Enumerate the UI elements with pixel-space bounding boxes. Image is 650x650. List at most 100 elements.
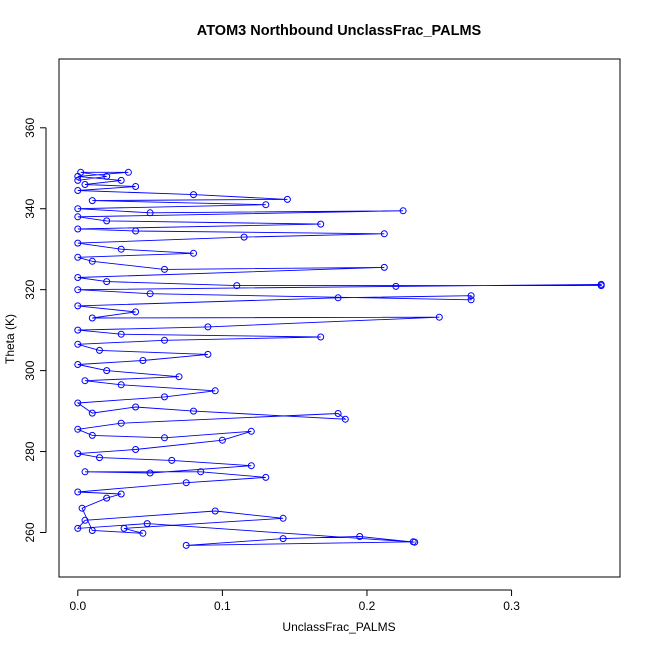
data-point	[117, 245, 125, 253]
data-point	[74, 213, 82, 221]
data-point	[139, 529, 147, 537]
x-tick-label: 0.1	[214, 599, 231, 613]
data-point	[356, 533, 364, 540]
data-point	[74, 340, 82, 348]
data-point	[161, 265, 168, 273]
data-point	[247, 427, 255, 435]
data-series-layer	[74, 168, 605, 549]
data-point	[279, 535, 287, 543]
data-point	[81, 468, 89, 476]
data-point	[204, 323, 212, 331]
data-point	[77, 168, 85, 176]
data-point	[190, 191, 197, 199]
data-point	[74, 286, 82, 294]
data-point	[132, 403, 140, 411]
data-point	[190, 249, 197, 257]
data-point	[74, 176, 82, 184]
data-point	[120, 524, 128, 532]
data-point	[88, 527, 96, 534]
x-tick-label: 0.3	[503, 599, 520, 613]
data-point	[467, 296, 475, 304]
data-point	[88, 314, 96, 322]
data-point	[117, 176, 125, 184]
data-point	[74, 450, 82, 458]
data-point	[218, 436, 226, 444]
data-point	[81, 181, 89, 188]
data-point	[182, 479, 190, 487]
y-tick-label: 300	[23, 360, 37, 380]
data-point	[132, 227, 140, 235]
data-point	[435, 313, 443, 321]
data-point	[197, 468, 205, 476]
y-tick-label: 360	[23, 117, 37, 137]
data-point	[247, 462, 255, 470]
data-point	[103, 494, 111, 502]
y-tick-label: 260	[23, 522, 37, 542]
data-point	[146, 209, 154, 217]
data-point	[74, 225, 82, 233]
x-axis: 0.0 0.1 0.2 0.3	[69, 589, 520, 613]
data-point	[262, 201, 270, 209]
data-point	[317, 333, 325, 341]
data-point	[161, 336, 168, 344]
data-point	[132, 183, 140, 190]
data-point	[103, 367, 111, 375]
data-point	[74, 524, 82, 532]
data-point	[334, 410, 342, 417]
data-point	[117, 330, 125, 338]
data-point	[168, 456, 176, 464]
data-point	[132, 446, 140, 453]
data-point	[74, 488, 82, 496]
y-axis-label: Theta (K)	[3, 314, 17, 364]
data-point	[74, 361, 82, 368]
data-point	[78, 504, 86, 512]
data-point	[74, 302, 82, 310]
y-tick-label: 320	[23, 279, 37, 299]
data-point	[190, 407, 197, 415]
data-point	[283, 195, 291, 203]
data-point	[74, 425, 82, 433]
data-point	[175, 373, 183, 381]
data-point	[279, 514, 287, 522]
data-point	[96, 454, 103, 462]
data-point	[334, 294, 342, 302]
data-point	[240, 233, 248, 241]
data-point	[161, 434, 168, 442]
data-point	[88, 257, 96, 265]
x-tick-label: 0.0	[69, 599, 86, 613]
data-point	[380, 230, 388, 238]
x-tick-label: 0.2	[359, 599, 376, 613]
data-point	[146, 469, 154, 477]
data-point	[81, 516, 89, 524]
data-point	[161, 393, 168, 401]
y-tick-label: 340	[23, 198, 37, 218]
data-point	[211, 387, 219, 395]
x-axis-label: UnclassFrac_PALMS	[282, 620, 395, 634]
y-axis: 260 280 300 320 340 360	[23, 117, 47, 543]
data-point	[117, 490, 125, 498]
data-point	[74, 274, 82, 281]
data-point	[88, 431, 96, 439]
data-point	[233, 282, 241, 290]
data-point	[143, 520, 151, 528]
data-point	[341, 415, 349, 423]
data-point	[74, 205, 82, 213]
data-point	[262, 473, 270, 481]
data-point	[103, 278, 111, 286]
data-point	[74, 187, 82, 194]
data-point	[103, 217, 111, 225]
data-point	[399, 207, 407, 215]
data-point	[182, 541, 190, 549]
data-point	[117, 419, 125, 427]
data-point	[204, 350, 212, 358]
data-point	[597, 282, 605, 290]
data-point	[146, 290, 154, 298]
data-point	[317, 220, 325, 228]
data-point	[392, 282, 400, 290]
chart-title: ATOM3 Northbound UnclassFrac_PALMS	[197, 23, 482, 39]
data-point	[467, 292, 475, 300]
data-point	[411, 538, 419, 546]
data-point	[103, 172, 111, 180]
data-point	[74, 253, 82, 261]
